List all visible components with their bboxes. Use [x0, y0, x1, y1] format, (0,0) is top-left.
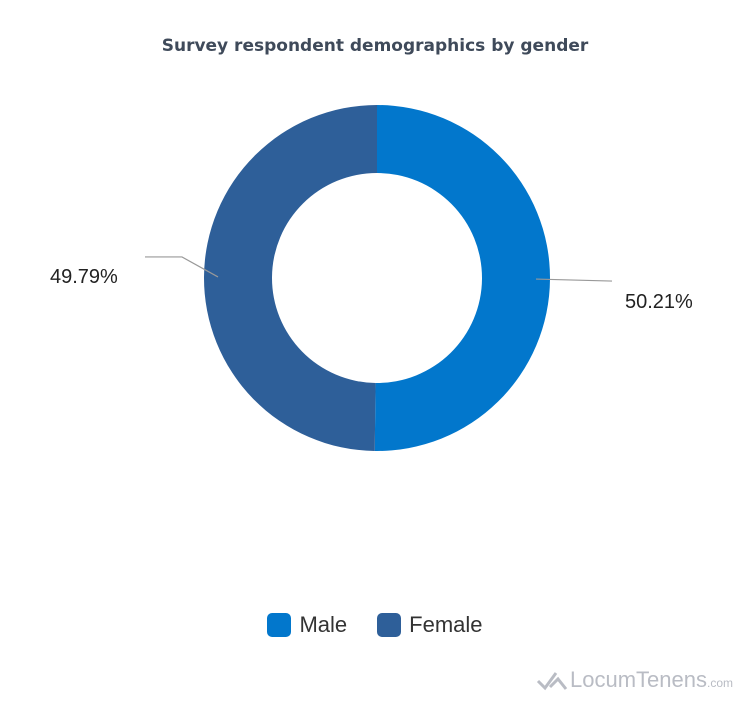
slice-male[interactable]	[374, 105, 550, 452]
chart-title: Survey respondent demographics by gender	[161, 36, 589, 56]
legend: Male Female	[0, 612, 750, 638]
data-label: 49.79%	[50, 266, 118, 288]
slice-female[interactable]	[203, 105, 377, 451]
legend-swatch	[267, 613, 292, 637]
logo-text: LocumTenens	[570, 667, 707, 692]
legend-label: Female	[409, 612, 483, 637]
logo-check-icon	[536, 672, 568, 691]
logo: LocumTenens .com	[536, 667, 733, 693]
data-label: 50.21%	[625, 291, 693, 313]
legend-swatch	[377, 613, 402, 637]
leader-line	[535, 278, 613, 282]
legend-label: Male	[299, 612, 348, 637]
logo-domain: .com	[706, 676, 733, 690]
legend-item-female[interactable]: Female	[377, 612, 483, 638]
legend-item-male[interactable]: Male	[267, 612, 347, 638]
leader-line	[145, 256, 219, 278]
